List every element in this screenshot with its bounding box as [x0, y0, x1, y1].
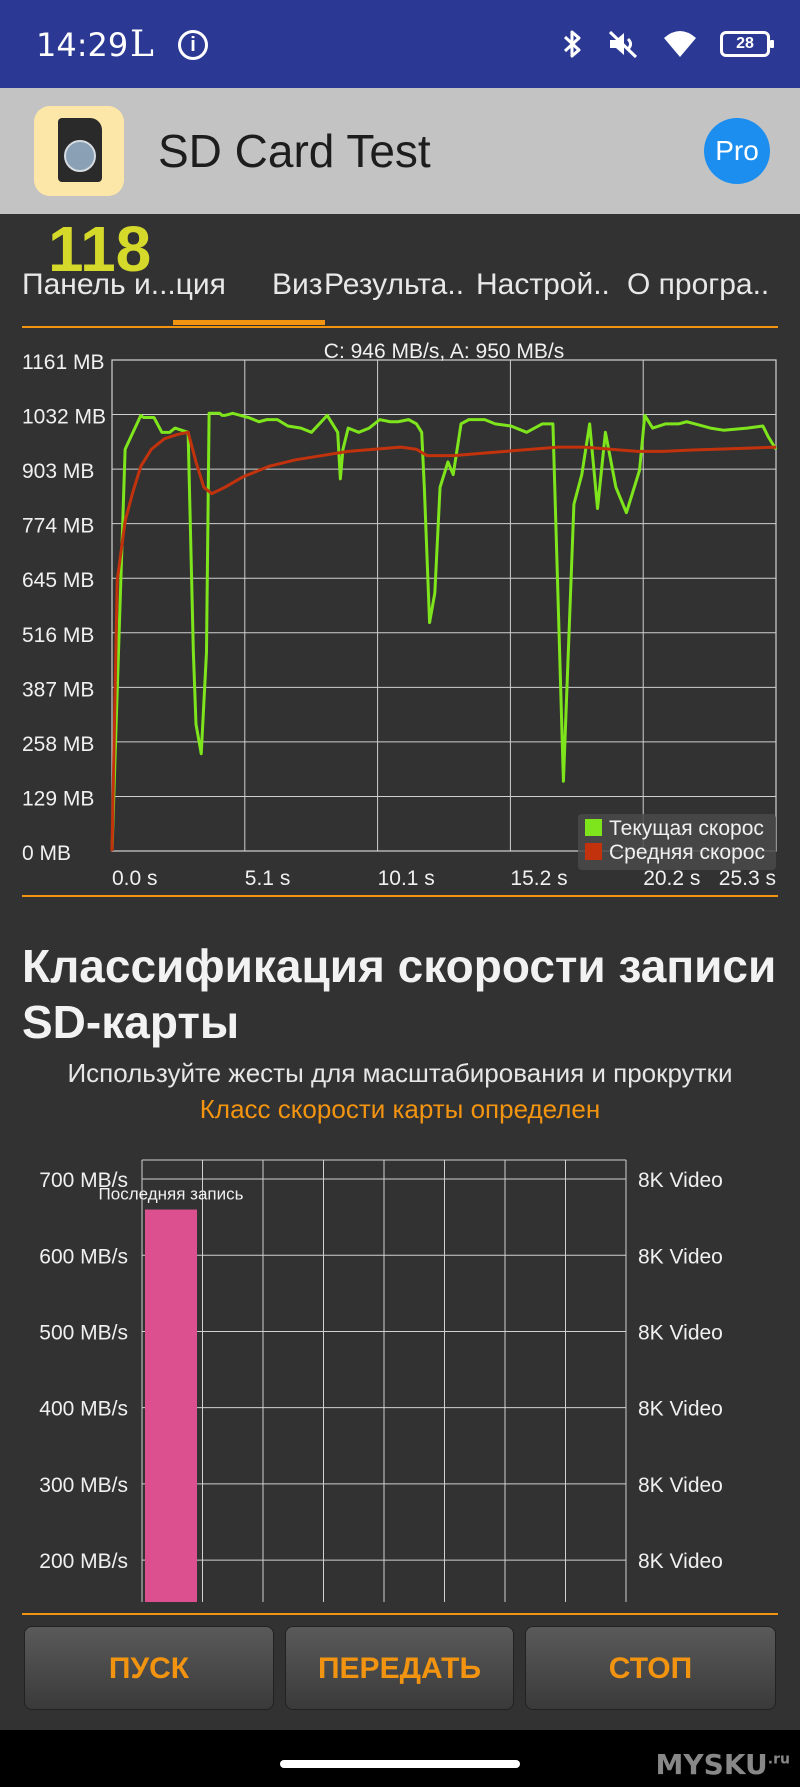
active-tab-indicator [173, 320, 325, 325]
y-tick-label: 300 MB/s [39, 1474, 128, 1497]
y-tick-label: 0 MB [22, 842, 71, 865]
y-tick-label: 600 MB/s [39, 1245, 128, 1268]
x-tick-label: 20.2 s [643, 867, 700, 890]
legend-background [578, 814, 776, 870]
chart-divider [22, 895, 778, 897]
zoom-hint: Используйте жесты для масштабирования и … [67, 1058, 733, 1088]
y-tick-label: 903 MB [22, 460, 94, 483]
classification-title: Классификация скорости записи SD-карты [22, 940, 777, 1048]
mute-icon [608, 30, 638, 59]
info-icon: i [178, 30, 208, 60]
x-tick-label: 25.3 s [719, 867, 776, 890]
tab-settings[interactable]: Настрой.. [476, 268, 610, 301]
bluetooth-icon [563, 30, 581, 58]
watermark-text: MYSKU [655, 1748, 768, 1781]
plot-area-border [111, 359, 777, 852]
average-speed-line [110, 430, 777, 852]
stop-button[interactable]: СТОП [525, 1626, 776, 1710]
class-label: 8K Video [638, 1550, 723, 1573]
watermark-sup: .ru [767, 1751, 790, 1768]
y-tick-label: 129 MB [22, 787, 94, 810]
progress-counter: 118 [48, 213, 152, 285]
speed-chart[interactable]: 1161 MB 1032 MB 903 MB 774 MB 645 MB 516 MB 38… [0, 330, 800, 890]
wifi-icon [664, 31, 696, 57]
class-label: 8K Video [638, 1169, 723, 1192]
battery-icon: 28 [720, 31, 774, 57]
status-icons: 28 [562, 28, 774, 60]
x-tick-label: 10.1 s [378, 867, 435, 890]
class-status: Класс скорости карты определен [199, 1094, 601, 1124]
x-tick-label: 5.1 s [245, 867, 291, 890]
x-tick-label: 0.0 s [112, 867, 158, 890]
navigation-bar [0, 1730, 800, 1787]
y-tick-label: 700 MB/s [39, 1169, 128, 1192]
bar-label: Последняя запись [99, 1185, 244, 1204]
tab-divider [22, 326, 778, 328]
legend-swatch [585, 843, 602, 860]
y-tick-label: 774 MB [22, 515, 94, 538]
y-tick-label: 500 MB/s [39, 1321, 128, 1344]
y-tick-label: 258 MB [22, 733, 94, 756]
chart-title: C: 946 MB/s, A: 950 MB/s [324, 340, 564, 363]
legend-swatch [585, 819, 602, 836]
class-chart[interactable]: 700 MB/s 8K Video 600 MB/s 8K Video 500 MB/s… [0, 1150, 800, 1610]
class-label: 8K Video [638, 1474, 723, 1497]
send-button[interactable]: ПЕРЕДАТЬ [285, 1626, 514, 1710]
x-tick-label: 15.2 s [510, 867, 567, 890]
watermark: MYSKU.ru [656, 1748, 790, 1781]
y-tick-label: 1161 MB [22, 351, 105, 374]
class-label: 8K Video [638, 1321, 723, 1344]
app-title: SD Card Test [158, 125, 431, 177]
y-tick-label: 400 MB/s [39, 1398, 128, 1421]
content-area [0, 214, 800, 1730]
tab-visualization[interactable]: Виз [272, 268, 323, 301]
app-bar: SD Card Test Pro [0, 88, 800, 214]
home-gesture-pill[interactable] [280, 1760, 520, 1768]
pro-button[interactable]: Pro [704, 118, 770, 184]
y-tick-label: 387 MB [22, 678, 94, 701]
y-tick-label: 200 MB/s [39, 1550, 128, 1573]
status-bar: 14:29 L i 28 [0, 0, 800, 88]
y-tick-label: 645 MB [22, 569, 94, 592]
buttons-divider [22, 1613, 778, 1615]
class-label: 8K Video [638, 1398, 723, 1421]
tab-bar: Панель и...ция Виз Результа.. Настрой.. … [0, 262, 800, 328]
class-label: 8K Video [638, 1245, 723, 1268]
y-tick-label: 1032 MB [22, 406, 106, 429]
y-tick-label: 516 MB [22, 624, 94, 647]
battery-level: 28 [736, 35, 754, 52]
l-notification-icon: L [130, 24, 154, 65]
start-button[interactable]: ПУСК [24, 1626, 274, 1710]
tab-results[interactable]: Результа.. [324, 268, 465, 301]
legend-label: Средняя скорос [609, 841, 765, 864]
tab-dashboard[interactable]: Панель и...ция [22, 268, 226, 301]
last-record-bar [145, 1209, 197, 1602]
status-time: 14:29 [36, 26, 129, 64]
current-speed-line [110, 411, 778, 852]
sd-card-app-icon [34, 106, 124, 196]
legend-label: Текущая скорос [609, 817, 764, 840]
tab-about[interactable]: О програ.. [627, 268, 770, 301]
